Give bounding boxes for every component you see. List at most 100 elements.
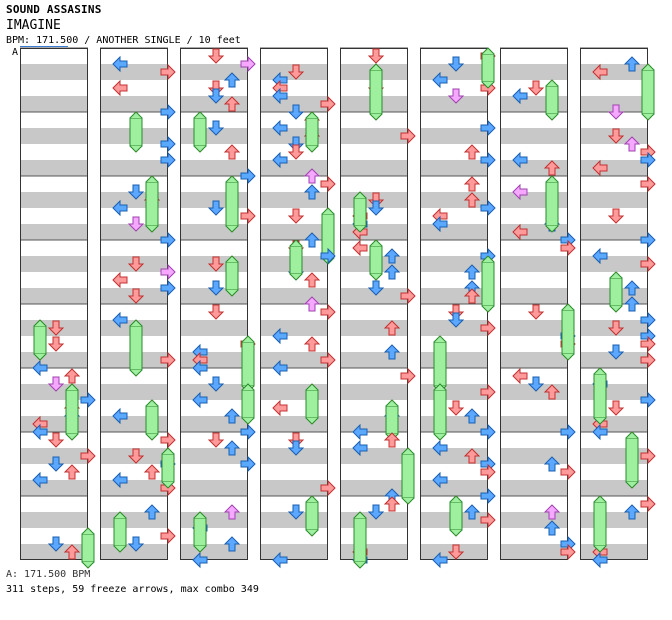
freeze-body bbox=[129, 117, 143, 147]
step-arrow bbox=[512, 183, 528, 201]
beat-stripe bbox=[20, 448, 88, 464]
step-arrow bbox=[207, 432, 225, 448]
freeze-tail bbox=[609, 305, 623, 313]
freeze-body bbox=[241, 341, 255, 387]
beat-stripe bbox=[180, 480, 248, 496]
beat-stripe bbox=[420, 320, 488, 336]
step-arrow bbox=[160, 151, 176, 169]
step-arrow bbox=[447, 400, 465, 416]
beat-stripe bbox=[340, 160, 408, 176]
freeze-body bbox=[385, 405, 399, 435]
beat-stripe bbox=[420, 128, 488, 144]
step-arrow bbox=[463, 408, 481, 424]
beat-stripe bbox=[340, 448, 408, 464]
step-arrow bbox=[432, 71, 448, 89]
freeze-body bbox=[369, 69, 383, 115]
step-arrow bbox=[383, 496, 401, 512]
freeze-head bbox=[241, 335, 255, 343]
step-arrow bbox=[112, 407, 128, 425]
step-arrow bbox=[303, 336, 321, 352]
freeze-tail bbox=[593, 417, 607, 425]
freeze-body bbox=[241, 389, 255, 419]
freeze-head bbox=[625, 431, 639, 439]
step-arrow bbox=[640, 255, 656, 273]
freeze-tail bbox=[433, 433, 447, 441]
beat-stripe bbox=[260, 288, 328, 304]
step-arrow bbox=[560, 543, 576, 561]
freeze-body bbox=[193, 517, 207, 547]
step-arrow bbox=[623, 296, 641, 312]
step-arrow bbox=[480, 511, 496, 529]
bpm-summary: A: 171.500 BPM bbox=[6, 569, 91, 580]
beat-stripe bbox=[580, 384, 648, 400]
beat-stripe bbox=[180, 64, 248, 80]
freeze-body bbox=[593, 373, 607, 419]
freeze-head bbox=[305, 495, 319, 503]
step-arrow bbox=[127, 216, 145, 232]
step-arrow bbox=[287, 208, 305, 224]
beat-stripe bbox=[580, 96, 648, 112]
freeze-tail bbox=[81, 561, 95, 569]
beat-stripe bbox=[20, 480, 88, 496]
step-arrow bbox=[223, 144, 241, 160]
step-arrow bbox=[623, 280, 641, 296]
step-arrow bbox=[512, 87, 528, 105]
step-arrow bbox=[287, 104, 305, 120]
step-arrow bbox=[463, 288, 481, 304]
beat-stripe bbox=[260, 544, 328, 560]
step-arrow bbox=[543, 456, 561, 472]
step-arrow bbox=[127, 536, 145, 552]
step-arrow bbox=[112, 311, 128, 329]
step-arrow bbox=[320, 303, 336, 321]
step-arrow bbox=[63, 544, 81, 560]
step-arrow bbox=[527, 304, 545, 320]
freeze-head bbox=[129, 111, 143, 119]
freeze-head bbox=[353, 191, 367, 199]
freeze-head bbox=[193, 511, 207, 519]
step-arrow bbox=[223, 72, 241, 88]
freeze-head bbox=[289, 239, 303, 247]
beat-stripe bbox=[20, 160, 88, 176]
beat-stripe bbox=[580, 256, 648, 272]
beat-stripe bbox=[340, 480, 408, 496]
freeze-tail bbox=[305, 529, 319, 537]
step-arrow bbox=[400, 287, 416, 305]
step-arrow bbox=[240, 207, 256, 225]
freeze-body bbox=[625, 437, 639, 483]
step-arrow bbox=[303, 232, 321, 248]
freeze-body bbox=[561, 309, 575, 355]
freeze-head bbox=[305, 383, 319, 391]
beat-stripe bbox=[260, 320, 328, 336]
step-arrow bbox=[640, 175, 656, 193]
step-arrow bbox=[47, 320, 65, 336]
step-arrow bbox=[160, 63, 176, 81]
column-border bbox=[580, 48, 648, 560]
freeze-head bbox=[401, 447, 415, 455]
beat-stripe bbox=[420, 96, 488, 112]
step-arrow bbox=[607, 344, 625, 360]
step-arrow bbox=[272, 359, 288, 377]
beat-stripe bbox=[340, 384, 408, 400]
step-arrow bbox=[303, 296, 321, 312]
step-arrow bbox=[47, 336, 65, 352]
freeze-head bbox=[641, 63, 655, 71]
step-arrow bbox=[272, 399, 288, 417]
beat-stripe bbox=[500, 352, 568, 368]
speed-line bbox=[20, 46, 68, 47]
step-arrow bbox=[640, 335, 656, 353]
step-arrow bbox=[463, 176, 481, 192]
beat-stripe bbox=[180, 320, 248, 336]
freeze-tail bbox=[593, 545, 607, 553]
freeze-tail bbox=[545, 113, 559, 121]
step-arrow bbox=[463, 448, 481, 464]
step-arrow bbox=[160, 351, 176, 369]
step-arrow bbox=[127, 184, 145, 200]
step-arrow bbox=[640, 351, 656, 369]
step-arrow bbox=[223, 504, 241, 520]
freeze-head bbox=[65, 383, 79, 391]
step-arrow bbox=[480, 423, 496, 441]
beat-stripe bbox=[500, 288, 568, 304]
freeze-body bbox=[433, 341, 447, 387]
step-arrow bbox=[320, 95, 336, 113]
